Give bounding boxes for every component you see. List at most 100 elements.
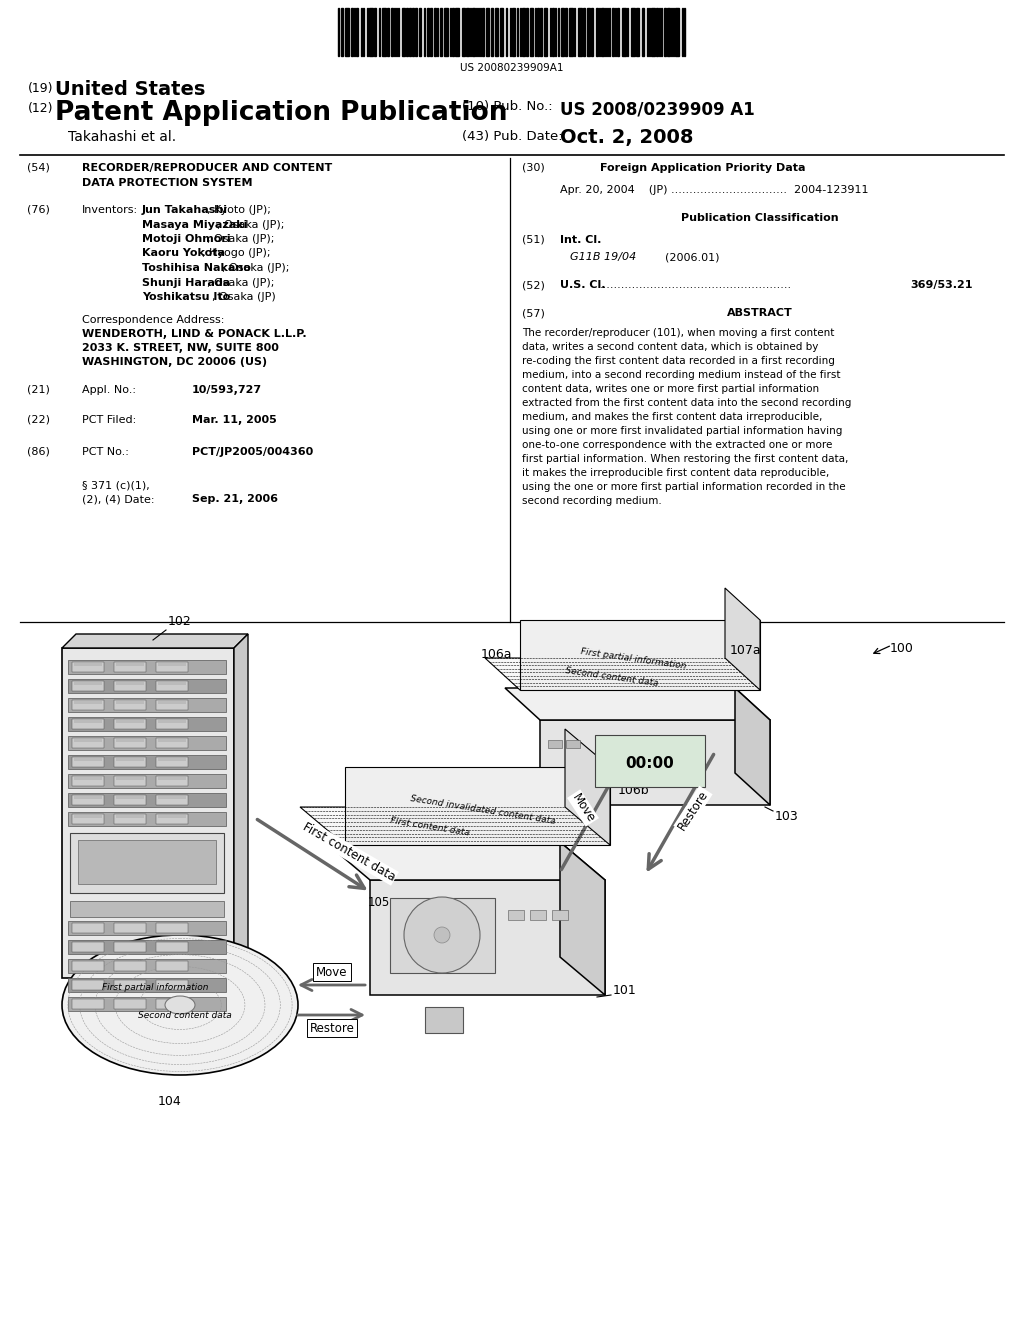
Bar — [72, 700, 104, 710]
Text: 00:00: 00:00 — [626, 755, 675, 771]
Bar — [530, 8, 534, 55]
Text: 104: 104 — [158, 1096, 182, 1107]
Bar — [444, 8, 449, 55]
Text: (2006.01): (2006.01) — [665, 252, 720, 261]
Polygon shape — [62, 634, 248, 648]
Bar — [512, 8, 515, 55]
Text: (43) Pub. Date:: (43) Pub. Date: — [462, 129, 562, 143]
Bar — [62, 648, 234, 978]
Text: (12): (12) — [28, 102, 53, 115]
Bar — [74, 777, 102, 780]
Text: , Hyogo (JP);: , Hyogo (JP); — [202, 248, 270, 259]
Bar — [68, 940, 226, 954]
Bar — [156, 814, 188, 824]
Bar — [544, 8, 547, 55]
Bar — [156, 979, 188, 990]
Bar — [612, 8, 614, 55]
Bar — [490, 8, 493, 55]
Bar — [68, 793, 226, 807]
Bar — [156, 738, 188, 748]
Text: , Osaka (JP);: , Osaka (JP); — [207, 277, 274, 288]
Circle shape — [434, 927, 450, 942]
Bar — [156, 719, 188, 729]
Bar — [116, 719, 144, 723]
Bar — [156, 795, 188, 805]
Bar — [156, 961, 188, 972]
Text: 10/593,727: 10/593,727 — [193, 385, 262, 395]
Bar — [72, 776, 104, 785]
Bar — [565, 8, 567, 55]
Bar — [68, 978, 226, 993]
Text: Second content data: Second content data — [565, 667, 659, 688]
Bar — [114, 942, 146, 952]
Text: RECORDER/REPRODUCER AND CONTENT: RECORDER/REPRODUCER AND CONTENT — [82, 162, 332, 173]
Bar — [345, 8, 349, 55]
Text: first partial information. When restoring the first content data,: first partial information. When restorin… — [522, 454, 848, 465]
Bar — [72, 719, 104, 729]
Bar — [158, 796, 186, 799]
Bar — [68, 960, 226, 973]
Bar — [68, 717, 226, 731]
Text: 106a: 106a — [480, 648, 512, 661]
Text: data, writes a second content data, which is obtained by: data, writes a second content data, whic… — [522, 342, 818, 352]
Bar — [156, 923, 188, 933]
Text: First partial information: First partial information — [101, 982, 208, 991]
Bar — [667, 8, 670, 55]
Polygon shape — [520, 620, 760, 690]
Text: , Osaka (JP);: , Osaka (JP); — [222, 263, 290, 273]
Bar — [116, 758, 144, 762]
Bar — [374, 8, 376, 55]
Bar — [114, 663, 146, 672]
Bar — [617, 8, 618, 55]
Polygon shape — [485, 657, 760, 690]
Text: Yoshikatsu Ito: Yoshikatsu Ito — [142, 292, 230, 302]
Bar — [158, 663, 186, 667]
Bar — [114, 923, 146, 933]
Polygon shape — [370, 880, 605, 995]
Bar — [158, 758, 186, 762]
Text: (51): (51) — [522, 235, 545, 246]
Bar — [72, 961, 104, 972]
Bar — [74, 758, 102, 762]
Polygon shape — [560, 842, 605, 995]
Bar — [158, 682, 186, 685]
Bar — [114, 814, 146, 824]
Text: (57): (57) — [522, 308, 545, 318]
Bar — [462, 8, 465, 55]
Text: 2033 K. STREET, NW, SUITE 800: 2033 K. STREET, NW, SUITE 800 — [82, 343, 279, 352]
Bar — [440, 8, 442, 55]
Text: , Osaka (JP);: , Osaka (JP); — [217, 219, 285, 230]
Bar — [70, 833, 224, 894]
Bar — [569, 8, 573, 55]
Text: Restore: Restore — [676, 788, 711, 833]
Text: (10) Pub. No.:: (10) Pub. No.: — [462, 100, 553, 114]
Text: medium, and makes the first content data irreproducible,: medium, and makes the first content data… — [522, 412, 822, 422]
Text: 100: 100 — [890, 642, 913, 655]
Text: WENDEROTH, LIND & PONACK L.L.P.: WENDEROTH, LIND & PONACK L.L.P. — [82, 329, 306, 339]
Bar — [114, 756, 146, 767]
Bar — [72, 738, 104, 748]
Bar — [158, 814, 186, 818]
Bar — [78, 840, 216, 884]
Bar — [68, 755, 226, 770]
Text: 101: 101 — [613, 983, 637, 997]
Text: re-coding the first content data recorded in a first recording: re-coding the first content data recorde… — [522, 356, 835, 366]
Polygon shape — [735, 688, 770, 805]
Bar — [537, 8, 539, 55]
Text: DATA PROTECTION SYSTEM: DATA PROTECTION SYSTEM — [82, 178, 253, 187]
Text: Kaoru Yokota: Kaoru Yokota — [142, 248, 225, 259]
Text: Int. Cl.: Int. Cl. — [560, 235, 601, 246]
Bar — [74, 682, 102, 685]
Bar — [495, 8, 498, 55]
Bar — [425, 1007, 463, 1034]
Bar — [540, 8, 542, 55]
Text: 103: 103 — [775, 810, 799, 822]
Bar — [68, 812, 226, 826]
Text: Move: Move — [569, 791, 597, 825]
Bar — [591, 8, 593, 55]
Polygon shape — [345, 767, 610, 845]
Text: Move: Move — [316, 965, 348, 978]
Text: Second invalidated content data: Second invalidated content data — [410, 793, 556, 826]
Text: The recorder/reproducer (101), when moving a first content: The recorder/reproducer (101), when movi… — [522, 327, 835, 338]
Text: Sep. 21, 2006: Sep. 21, 2006 — [193, 494, 278, 504]
